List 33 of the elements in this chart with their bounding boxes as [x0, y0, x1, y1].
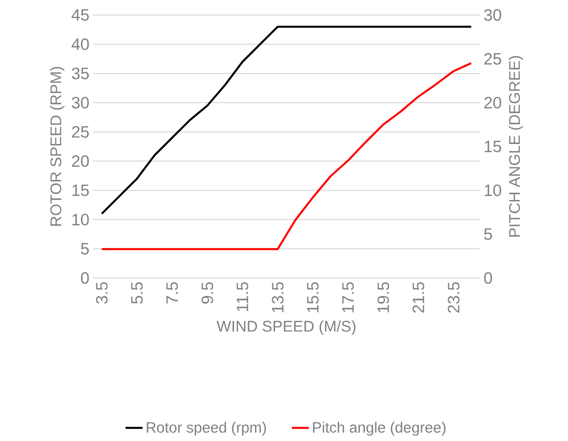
x-tick-label: 17.5: [342, 282, 354, 312]
y-axis-title: ROTOR SPEED (RPM): [50, 66, 64, 226]
x-tick-label: 7.5: [166, 282, 178, 304]
y-tick-label: 20: [72, 155, 89, 167]
x-tick-label: 11.5: [236, 282, 248, 312]
y-tick-label: 35: [72, 68, 89, 80]
x-tick-label: 23.5: [448, 282, 460, 313]
y-tick-label: 25: [72, 126, 89, 138]
y-tick-label: 30: [72, 96, 89, 108]
y2-tick-label: 15: [484, 140, 502, 152]
y2-tick-label: 30: [484, 9, 502, 21]
x-axis-title: WIND SPEED (M/S): [216, 320, 356, 335]
y-tick-label: 10: [72, 214, 89, 226]
y-tick-label: 40: [72, 38, 89, 50]
x-tick-label: 3.5: [96, 282, 108, 304]
y-tick-label: 15: [72, 184, 89, 196]
x-tick-label: 19.5: [377, 282, 390, 312]
x-tick-label: 13.5: [272, 282, 284, 312]
y2-tick-label: 25: [484, 53, 502, 65]
x-tick-label: 5.5: [131, 282, 143, 304]
y2-axis-title: PITCH ANGLE (DEGREE): [508, 56, 524, 237]
x-tick-label: 9.5: [202, 282, 214, 304]
legend-label: Pitch angle (degree): [313, 422, 446, 436]
y-tick-label: 45: [72, 9, 89, 21]
legend-label: Rotor speed (rpm): [146, 422, 266, 436]
y-tick-label: 0: [80, 272, 89, 284]
y2-tick-label: 0: [484, 272, 492, 284]
x-tick-label: 15.5: [307, 282, 319, 312]
y2-tick-label: 10: [484, 184, 502, 196]
x-tick-label: 21.5: [412, 282, 424, 313]
y2-tick-label: 20: [484, 96, 502, 108]
y2-tick-label: 5: [484, 228, 492, 240]
y-tick-label: 5: [80, 243, 89, 255]
